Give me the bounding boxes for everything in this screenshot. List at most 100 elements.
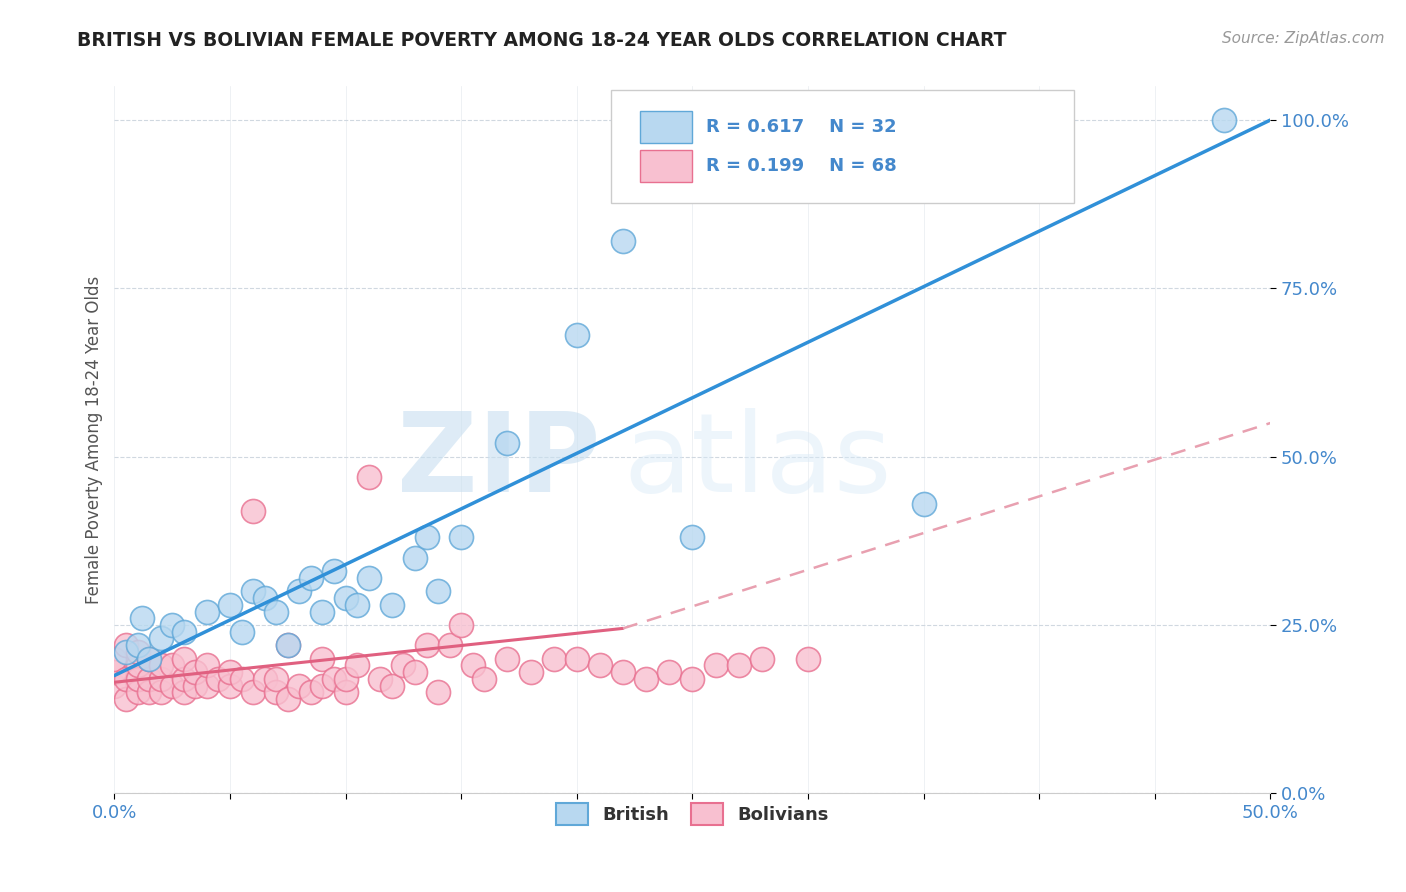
Point [242, 503, 264, 517]
Point [543, 651, 565, 665]
Point [357, 571, 380, 585]
Point [357, 470, 380, 484]
Point [115, 638, 138, 652]
Text: BRITISH VS BOLIVIAN FEMALE POVERTY AMONG 18-24 YEAR OLDS CORRELATION CHART: BRITISH VS BOLIVIAN FEMALE POVERTY AMONG… [77, 31, 1007, 50]
Point [415, 531, 437, 545]
Point [131, 611, 153, 625]
Point [149, 632, 172, 646]
Point [173, 651, 195, 665]
Point [450, 618, 472, 632]
Point [496, 436, 519, 450]
Point [127, 638, 149, 652]
Point [565, 651, 588, 665]
Point [253, 591, 276, 605]
Point [103, 665, 125, 680]
Point [472, 672, 495, 686]
Point [127, 672, 149, 686]
Point [231, 624, 253, 639]
Point [231, 672, 253, 686]
Point [138, 651, 160, 665]
Point [404, 550, 426, 565]
Point [127, 685, 149, 699]
Point [727, 658, 749, 673]
Point [277, 638, 299, 652]
Point [277, 638, 299, 652]
Point [184, 665, 207, 680]
Legend: British, Bolivians: British, Bolivians [547, 794, 838, 834]
Point [912, 497, 935, 511]
Point [311, 679, 333, 693]
Point [636, 672, 658, 686]
Point [195, 679, 218, 693]
Point [149, 658, 172, 673]
Point [242, 685, 264, 699]
Point [160, 658, 183, 673]
Text: R = 0.199    N = 68: R = 0.199 N = 68 [706, 156, 897, 175]
Point [612, 234, 634, 248]
Point [103, 651, 125, 665]
Point [103, 679, 125, 693]
Point [288, 584, 311, 599]
Point [496, 651, 519, 665]
Point [311, 605, 333, 619]
Point [127, 645, 149, 659]
Point [138, 672, 160, 686]
Point [751, 651, 773, 665]
Text: ZIP: ZIP [396, 408, 600, 515]
Point [253, 672, 276, 686]
Point [173, 672, 195, 686]
Point [368, 672, 391, 686]
Point [288, 679, 311, 693]
Point [127, 658, 149, 673]
Point [115, 692, 138, 706]
Point [346, 598, 368, 612]
FancyBboxPatch shape [612, 90, 1074, 203]
Point [207, 672, 229, 686]
Point [346, 658, 368, 673]
Point [195, 605, 218, 619]
Point [277, 692, 299, 706]
FancyBboxPatch shape [640, 150, 692, 182]
Point [427, 584, 450, 599]
Point [173, 624, 195, 639]
Point [264, 672, 287, 686]
Point [115, 672, 138, 686]
Point [160, 679, 183, 693]
Point [311, 651, 333, 665]
Point [173, 685, 195, 699]
Point [335, 672, 357, 686]
Point [658, 665, 681, 680]
Text: atlas: atlas [623, 408, 891, 515]
Point [264, 605, 287, 619]
Point [219, 679, 242, 693]
Point [264, 685, 287, 699]
Point [242, 584, 264, 599]
Point [797, 651, 820, 665]
Point [299, 685, 322, 699]
Point [1213, 113, 1236, 128]
Point [519, 665, 541, 680]
Point [184, 679, 207, 693]
Text: Source: ZipAtlas.com: Source: ZipAtlas.com [1222, 31, 1385, 46]
Point [138, 685, 160, 699]
Point [381, 598, 404, 612]
Point [323, 564, 346, 578]
Point [427, 685, 450, 699]
Point [160, 618, 183, 632]
Point [299, 571, 322, 585]
Point [392, 658, 415, 673]
Point [335, 685, 357, 699]
Point [323, 672, 346, 686]
FancyBboxPatch shape [640, 112, 692, 143]
Point [219, 598, 242, 612]
Point [612, 665, 634, 680]
Point [704, 658, 727, 673]
Point [681, 672, 703, 686]
Point [335, 591, 357, 605]
Point [138, 651, 160, 665]
Point [404, 665, 426, 680]
Point [681, 531, 703, 545]
Point [115, 645, 138, 659]
Point [589, 658, 612, 673]
Point [219, 665, 242, 680]
